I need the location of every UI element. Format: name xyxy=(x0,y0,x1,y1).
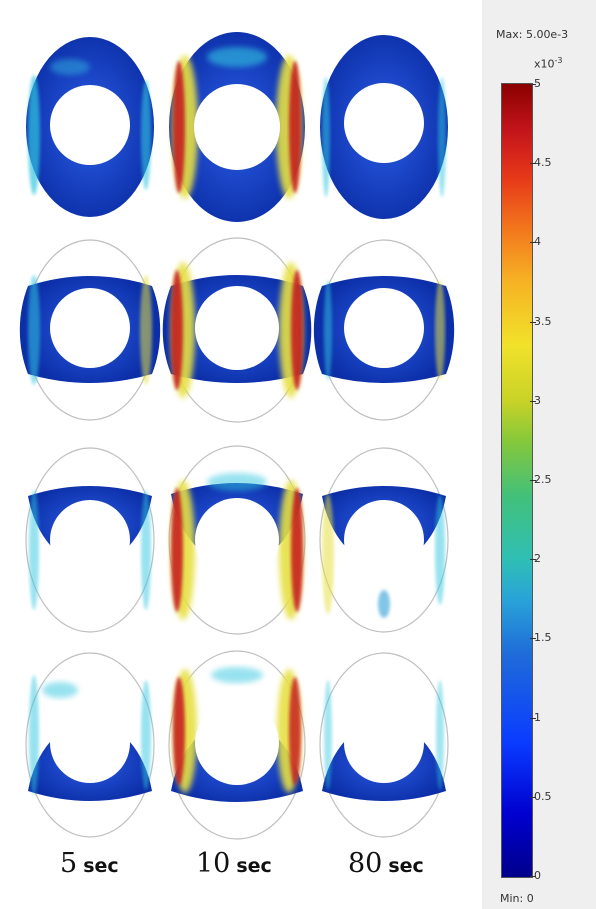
color-bar-tick xyxy=(530,876,536,877)
color-bar-tick xyxy=(530,480,536,481)
column-label-5sec: 5 sec xyxy=(60,848,119,879)
color-bar-tick xyxy=(530,242,536,244)
ring-row2-col1 xyxy=(19,239,161,421)
legend-exponent: x10-3 xyxy=(534,56,563,71)
ring-row2-col2 xyxy=(162,237,312,423)
legend-max-label: Max: 5.00e-3 xyxy=(496,28,569,41)
color-bar-tick-label: 1 xyxy=(534,710,541,724)
color-bar-tick-label: 2.5 xyxy=(534,473,552,486)
color-bar-tick xyxy=(530,321,536,323)
color-bar-tick-label: 1.5 xyxy=(534,631,552,645)
color-bar-tick-label: 2 xyxy=(534,552,541,566)
color-bar-tick-label: 0.5 xyxy=(534,789,552,803)
column-number: 10 xyxy=(196,848,231,879)
ring-row3-col2 xyxy=(168,445,306,635)
color-bar-tick xyxy=(530,796,536,798)
color-bar xyxy=(501,83,533,878)
column-label-80sec: 80 sec xyxy=(348,848,424,879)
column-unit: sec xyxy=(388,855,424,877)
ring-row3-col1 xyxy=(25,447,155,633)
color-bar-tick-label: 3.5 xyxy=(534,314,552,328)
ring-row4-col1 xyxy=(25,652,155,838)
legend-min-label: Min: 0 xyxy=(500,892,534,905)
column-unit: sec xyxy=(236,855,272,877)
color-bar-tick-label: 0 xyxy=(534,869,541,882)
ring-row4-col2 xyxy=(168,650,306,840)
stress-diagram-grid xyxy=(19,32,455,840)
column-number: 80 xyxy=(348,848,383,879)
color-bar-tick xyxy=(530,717,536,719)
color-bar-tick-label: 5 xyxy=(534,77,541,90)
exponent-power: -3 xyxy=(554,56,563,65)
color-legend-panel xyxy=(482,0,596,909)
ring-row3-col3 xyxy=(319,447,449,633)
ring-row4-col3 xyxy=(319,652,449,838)
ring-row1-col3 xyxy=(320,35,448,219)
color-bar-tick xyxy=(530,400,536,402)
color-bar-tick-label: 4 xyxy=(534,235,541,249)
ring-row2-col3 xyxy=(313,239,455,421)
color-bar-tick-label: 4.5 xyxy=(534,156,552,170)
color-bar-tick xyxy=(530,163,536,165)
column-label-10sec: 10 sec xyxy=(196,848,272,879)
ring-row1-col2 xyxy=(169,32,305,222)
color-bar-tick xyxy=(530,559,536,561)
color-bar-tick-label: 3 xyxy=(534,393,541,407)
exponent-base: x10 xyxy=(534,57,555,71)
color-bar-tick xyxy=(530,638,536,640)
column-number: 5 xyxy=(60,848,78,879)
color-bar-tick xyxy=(530,84,536,85)
column-unit: sec xyxy=(83,855,119,877)
ring-row1-col1 xyxy=(26,37,154,217)
